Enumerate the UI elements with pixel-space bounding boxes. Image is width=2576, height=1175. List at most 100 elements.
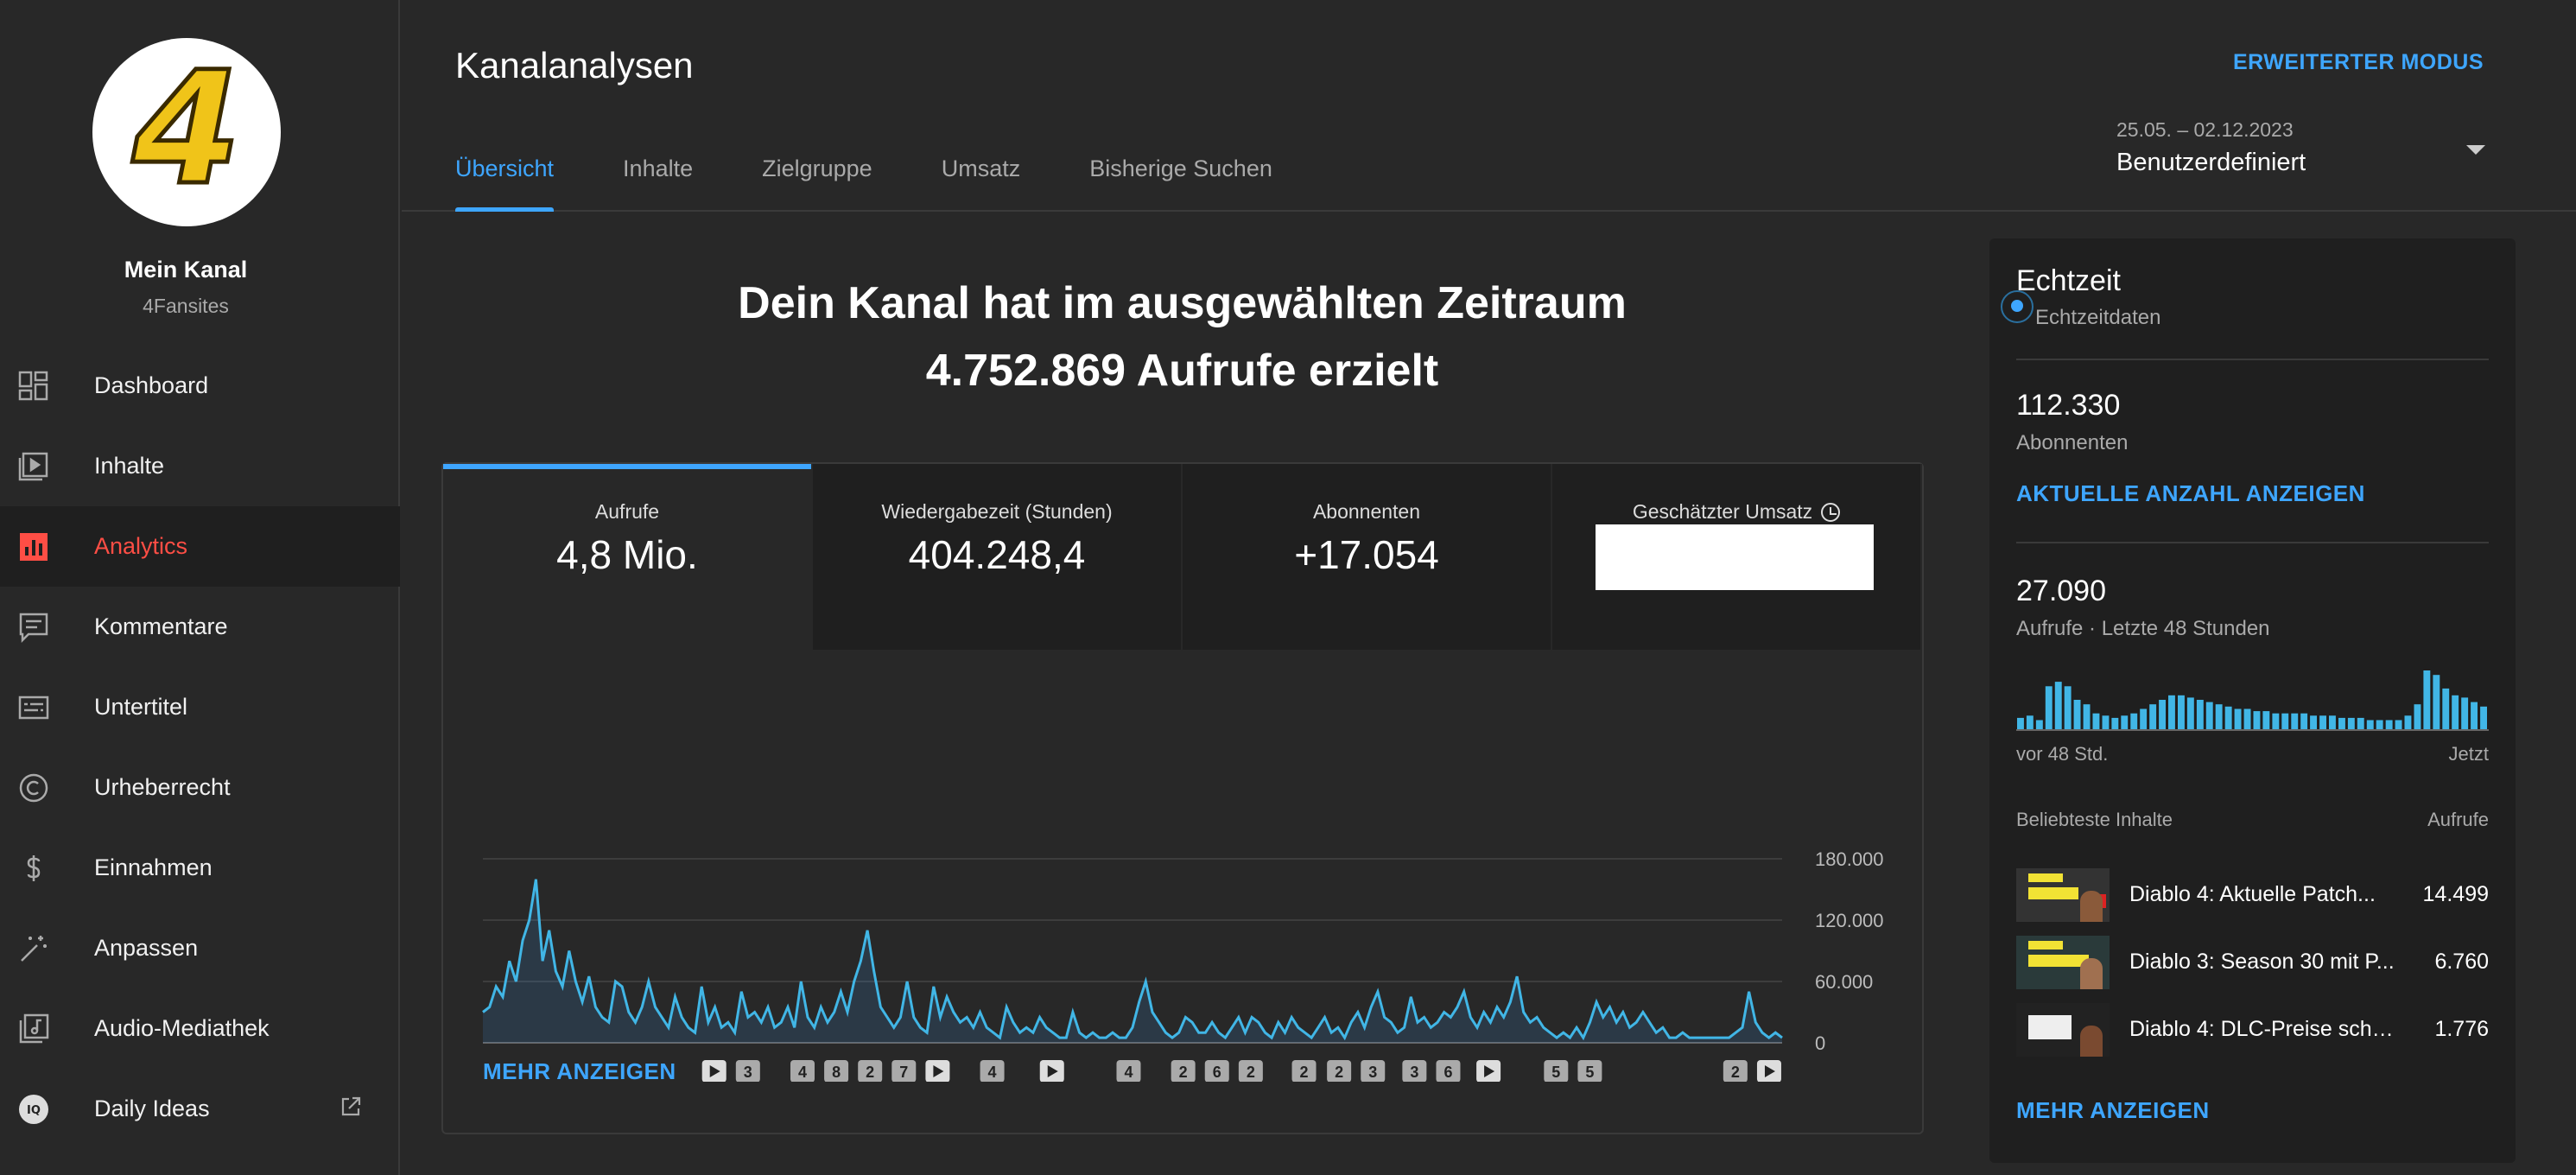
play-icon bbox=[1047, 1065, 1058, 1077]
bar bbox=[2272, 713, 2280, 729]
bar bbox=[2064, 686, 2072, 729]
bar bbox=[2480, 706, 2487, 729]
date-range-text: 25.05. – 02.12.2023 bbox=[2116, 118, 2294, 141]
analytics-icon bbox=[16, 530, 51, 564]
play-icon bbox=[933, 1065, 944, 1077]
advanced-mode-button[interactable]: ERWEITERTER MODUS bbox=[2233, 50, 2484, 74]
bar bbox=[2111, 717, 2119, 729]
metric-views[interactable]: Aufrufe 4,8 Mio. bbox=[443, 464, 813, 650]
bar bbox=[2442, 688, 2450, 729]
video-thumbnail bbox=[2016, 936, 2110, 989]
event-marker bbox=[790, 1060, 815, 1082]
sidebar-item-daily-ideas[interactable]: IQ Daily Ideas bbox=[0, 1069, 400, 1149]
video-thumbnail bbox=[2016, 1003, 2110, 1057]
marker-label: 3 bbox=[744, 1064, 752, 1081]
channel-avatar[interactable]: 4 bbox=[92, 38, 281, 226]
bar bbox=[2452, 695, 2459, 729]
metric-estimated-revenue[interactable]: Geschätzter Umsatz bbox=[1552, 464, 1922, 650]
sidebar-item-label: Untertitel bbox=[94, 694, 188, 720]
sidebar-item-content[interactable]: Inhalte bbox=[0, 426, 400, 506]
video-views: 6.760 bbox=[2434, 950, 2489, 974]
tab-revenue[interactable]: Umsatz bbox=[941, 156, 1021, 181]
marker-label: 2 bbox=[866, 1064, 874, 1081]
bar bbox=[2168, 695, 2175, 729]
marker-label: 2 bbox=[1247, 1064, 1255, 1081]
metric-label: Aufrufe bbox=[594, 500, 660, 523]
bar bbox=[2281, 713, 2289, 729]
bar bbox=[2243, 708, 2251, 729]
list-item[interactable]: Diablo 4: DLC-Preise scho... 1.776 bbox=[2016, 1003, 2489, 1058]
bar bbox=[2215, 704, 2223, 729]
top-content-header: Beliebteste Inhalte bbox=[2016, 809, 2173, 830]
area-fill bbox=[483, 879, 1782, 1043]
bar bbox=[2083, 704, 2091, 729]
bar bbox=[2073, 700, 2081, 729]
marker-label: 4 bbox=[988, 1064, 997, 1081]
metric-label: Geschätzter Umsatz bbox=[1552, 500, 1920, 524]
video-title: Diablo 3: Season 30 mit P... bbox=[2129, 950, 2395, 974]
event-marker bbox=[1116, 1060, 1141, 1082]
sidebar-item-analytics[interactable]: Analytics bbox=[0, 506, 400, 587]
list-item[interactable]: Diablo 4: Aktuelle Patch... 14.499 bbox=[2016, 868, 2489, 924]
marker-label: 5 bbox=[1551, 1064, 1560, 1081]
tab-past-searches[interactable]: Bisherige Suchen bbox=[1089, 156, 1272, 181]
magic-wand-icon bbox=[16, 931, 51, 966]
overview-card: Aufrufe 4,8 Mio. Wiedergabezeit (Stunden… bbox=[441, 462, 1924, 1134]
sidebar-item-label: Dashboard bbox=[94, 372, 209, 398]
bar bbox=[2338, 717, 2345, 729]
bar bbox=[2140, 708, 2148, 729]
tab-content[interactable]: Inhalte bbox=[623, 156, 694, 181]
bar bbox=[2423, 670, 2431, 729]
marker-label: 2 bbox=[1179, 1064, 1188, 1081]
sidebar-item-dashboard[interactable]: Dashboard bbox=[0, 346, 400, 426]
event-marker bbox=[1171, 1060, 1196, 1082]
bar bbox=[2319, 715, 2326, 729]
bar bbox=[2329, 715, 2336, 729]
bar bbox=[2178, 695, 2185, 729]
ideas-icon: IQ bbox=[16, 1092, 51, 1127]
metric-tabs: Aufrufe 4,8 Mio. Wiedergabezeit (Stunden… bbox=[443, 464, 1922, 650]
more-button[interactable]: MEHR ANZEIGEN bbox=[2016, 1097, 2210, 1123]
channel-name: Mein Kanal bbox=[124, 257, 248, 283]
more-button[interactable]: MEHR ANZEIGEN bbox=[483, 1058, 676, 1084]
divider bbox=[2016, 542, 2489, 543]
play-icon bbox=[709, 1065, 720, 1077]
dollar-icon bbox=[16, 851, 51, 886]
views-column-header: Aufrufe bbox=[2427, 809, 2489, 830]
bar bbox=[2234, 708, 2242, 729]
bar bbox=[2130, 713, 2138, 729]
metric-value: 4,8 Mio. bbox=[556, 532, 698, 577]
sidebar-item-copyright[interactable]: Urheberrecht bbox=[0, 747, 400, 828]
list-item[interactable]: Diablo 3: Season 30 mit P... 6.760 bbox=[2016, 936, 2489, 991]
sidebar-item-label: Analytics bbox=[94, 533, 188, 559]
show-current-count-button[interactable]: AKTUELLE ANZAHL ANZEIGEN bbox=[2016, 480, 2365, 506]
metric-subscribers[interactable]: Abonnenten +17.054 bbox=[1183, 464, 1552, 650]
headline-line-2: 4.752.869 Aufrufe erzielt bbox=[925, 346, 1439, 396]
metric-label: Abonnenten bbox=[1312, 500, 1421, 523]
metric-watch-time[interactable]: Wiedergabezeit (Stunden) 404.248,4 bbox=[813, 464, 1183, 650]
bar bbox=[2347, 717, 2355, 729]
views-chart: 180.000120.00060.00003482744262223365522… bbox=[482, 848, 1884, 1082]
bar bbox=[2026, 715, 2034, 729]
event-marker bbox=[858, 1060, 883, 1082]
marker-label: 3 bbox=[1368, 1064, 1377, 1081]
bar bbox=[2186, 697, 2194, 729]
chart-start-label: vor 48 Std. bbox=[2016, 743, 2109, 765]
sidebar-item-audio-library[interactable]: Audio-Mediathek bbox=[0, 988, 400, 1069]
bar bbox=[2376, 720, 2383, 729]
tab-audience[interactable]: Zielgruppe bbox=[762, 156, 872, 181]
content-icon bbox=[16, 449, 51, 484]
sidebar-item-subtitles[interactable]: Untertitel bbox=[0, 667, 400, 747]
event-marker bbox=[824, 1060, 849, 1082]
svg-text:IQ: IQ bbox=[27, 1104, 41, 1117]
audio-library-icon bbox=[16, 1012, 51, 1046]
bar bbox=[2205, 702, 2213, 729]
sidebar-item-earnings[interactable]: Einnahmen bbox=[0, 828, 400, 908]
sidebar-item-comments[interactable]: Kommentare bbox=[0, 587, 400, 667]
tab-overview[interactable]: Übersicht bbox=[455, 156, 555, 212]
metric-label: Wiedergabezeit (Stunden) bbox=[881, 500, 1113, 523]
sidebar-item-customize[interactable]: Anpassen bbox=[0, 908, 400, 988]
event-marker bbox=[1577, 1060, 1602, 1082]
chart-end-label: Jetzt bbox=[2448, 743, 2489, 765]
